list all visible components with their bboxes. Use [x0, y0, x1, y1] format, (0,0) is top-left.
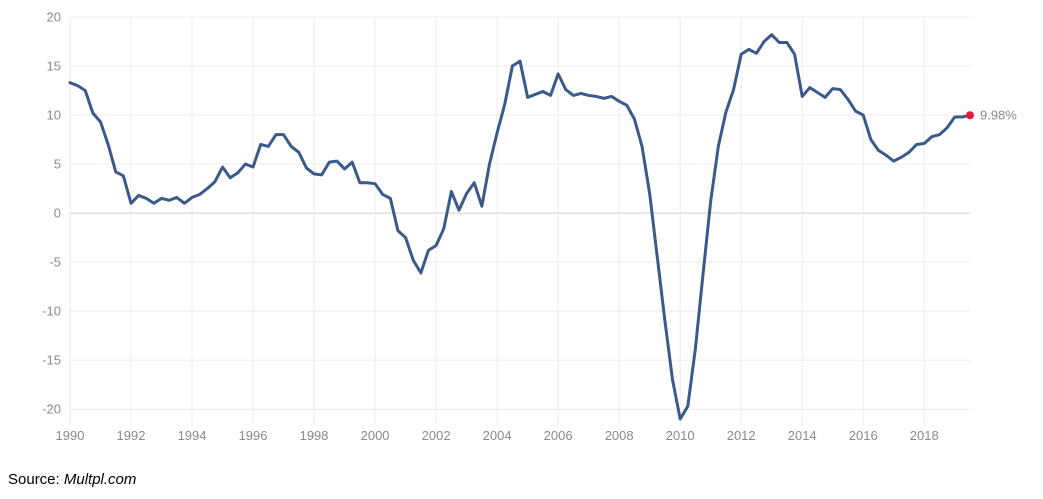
x-tick-label: 2018 — [910, 428, 939, 443]
y-tick-label: -5 — [49, 255, 61, 270]
source-caption: Source: Multpl.com — [8, 471, 136, 488]
y-tick-label: -20 — [42, 402, 61, 417]
line-chart: 20 15 10 5 0 -5 -10 -15 -20 1990 1992 1994 1996 1998… — [42, 10, 1017, 444]
last-value-label: 9.98% — [980, 108, 1017, 123]
source-value: Multpl.com — [63, 471, 137, 488]
x-tick-label: 2006 — [544, 428, 573, 443]
y-axis-tick-labels: 20 15 10 5 0 -5 -10 -15 -20 — [42, 10, 61, 417]
y-tick-label: 0 — [54, 206, 61, 221]
x-tick-label: 2002 — [422, 428, 451, 443]
x-axis-tick-labels: 1990 1992 1994 1996 1998 2000 2002 2004 2006 2008… — [56, 428, 939, 443]
y-tick-label: 15 — [47, 59, 61, 74]
x-tick-label: 2016 — [849, 428, 878, 443]
y-tick-label: 5 — [54, 157, 61, 172]
x-tick-label: 2010 — [666, 428, 695, 443]
x-tick-label: 1998 — [300, 428, 329, 443]
source-prefix: Source: — [8, 471, 64, 488]
series-line — [68, 33, 972, 421]
x-tick-label: 1992 — [117, 428, 146, 443]
x-tick-label: 2008 — [605, 428, 634, 443]
grid-lines — [69, 16, 970, 425]
x-tick-label: 2000 — [361, 428, 390, 443]
x-tick-label: 2004 — [483, 428, 512, 443]
x-tick-label: 1990 — [56, 428, 85, 443]
x-tick-label: 2012 — [727, 428, 756, 443]
last-value-marker — [966, 111, 974, 120]
y-tick-label: -10 — [42, 304, 61, 319]
y-tick-label: 20 — [47, 10, 61, 25]
y-tick-label: 10 — [47, 108, 61, 123]
x-tick-label: 1994 — [178, 428, 207, 443]
x-tick-label: 2014 — [788, 428, 817, 443]
x-tick-label: 1996 — [239, 428, 268, 443]
y-tick-label: -15 — [42, 353, 61, 368]
